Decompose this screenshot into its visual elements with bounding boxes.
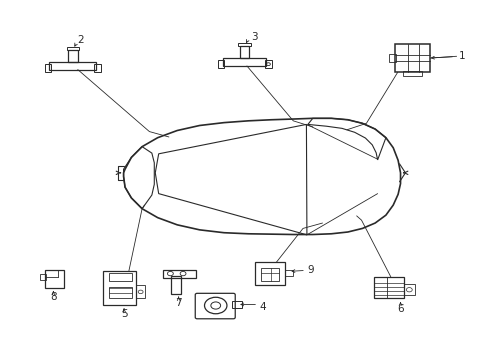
Text: 4: 4 bbox=[259, 302, 265, 312]
Bar bbox=[217, 60, 224, 68]
Bar bbox=[136, 285, 145, 298]
Text: 1: 1 bbox=[458, 51, 465, 61]
Bar bbox=[162, 270, 195, 278]
Bar bbox=[394, 44, 429, 72]
Bar bbox=[373, 277, 403, 298]
Bar bbox=[402, 71, 422, 76]
Text: 2: 2 bbox=[77, 35, 83, 45]
Bar bbox=[45, 270, 63, 288]
Bar bbox=[103, 271, 136, 305]
Text: 8: 8 bbox=[50, 292, 57, 302]
Text: 5: 5 bbox=[121, 310, 127, 319]
Bar bbox=[40, 274, 46, 280]
Bar bbox=[44, 64, 51, 72]
Text: 3: 3 bbox=[250, 32, 257, 41]
Bar bbox=[49, 62, 96, 69]
Bar bbox=[66, 47, 79, 50]
Bar bbox=[171, 276, 181, 294]
Bar bbox=[68, 50, 78, 62]
Bar bbox=[232, 301, 242, 308]
Bar bbox=[255, 262, 285, 285]
Bar bbox=[260, 267, 279, 281]
Bar bbox=[388, 54, 395, 62]
Bar bbox=[285, 270, 292, 276]
Bar bbox=[264, 60, 271, 68]
Text: 6: 6 bbox=[396, 304, 403, 314]
Bar bbox=[238, 43, 250, 46]
Bar bbox=[109, 287, 132, 298]
Bar bbox=[403, 284, 414, 296]
Bar bbox=[94, 64, 101, 72]
Text: 9: 9 bbox=[306, 265, 313, 275]
Bar bbox=[109, 273, 132, 281]
Text: 7: 7 bbox=[175, 298, 182, 308]
Bar bbox=[239, 46, 249, 58]
Bar bbox=[222, 58, 266, 66]
